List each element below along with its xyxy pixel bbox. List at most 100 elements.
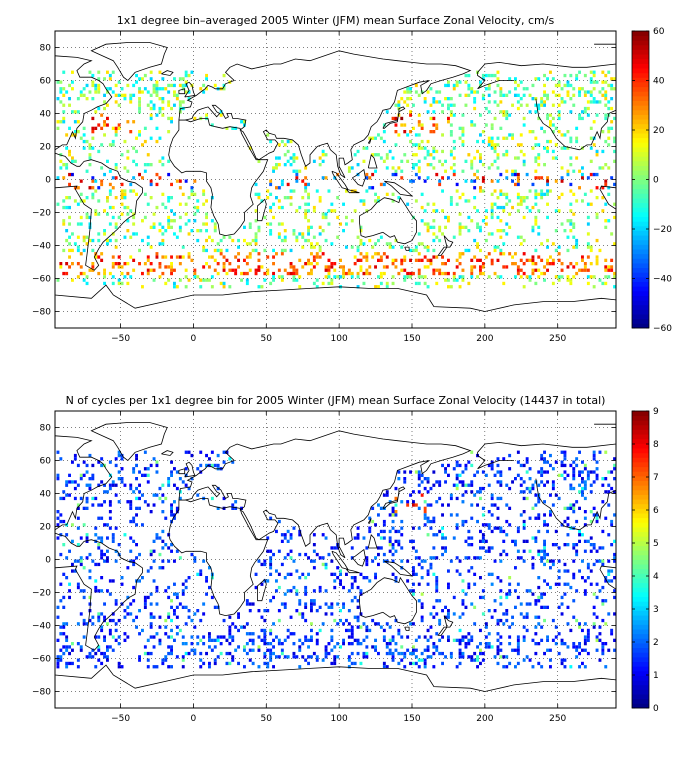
data-bin — [184, 222, 188, 226]
data-bin — [307, 229, 310, 233]
data-bin — [543, 513, 546, 517]
data-bin — [423, 635, 427, 639]
data-bin — [569, 73, 573, 78]
colorbar-swatch — [632, 160, 649, 166]
data-bin — [353, 262, 357, 266]
data-bin — [181, 655, 185, 659]
data-bin — [493, 149, 497, 154]
data-bin — [187, 609, 191, 613]
data-bin — [578, 87, 581, 91]
data-bin — [502, 110, 506, 114]
data-bin — [400, 123, 404, 127]
data-bin — [269, 229, 273, 233]
data-bin — [610, 268, 614, 272]
data-bin — [76, 186, 80, 190]
data-bin — [275, 635, 278, 639]
data-bin — [304, 658, 308, 662]
data-bin — [438, 271, 442, 276]
data-bin — [190, 229, 194, 233]
y-tick-label: 20 — [40, 523, 52, 533]
coastline — [178, 88, 186, 95]
data-bin — [333, 661, 337, 666]
data-bin — [537, 661, 541, 666]
data-bin — [490, 513, 494, 517]
data-bin — [155, 172, 159, 177]
data-bin — [549, 585, 552, 590]
data-bin — [467, 87, 471, 91]
data-bin — [228, 457, 232, 461]
data-bin — [452, 638, 456, 642]
data-bin — [455, 526, 459, 530]
data-bin — [272, 255, 275, 259]
data-bin — [286, 271, 290, 276]
data-bin — [167, 199, 171, 203]
data-bin — [502, 205, 506, 210]
data-bin — [557, 209, 561, 213]
data-bin — [228, 642, 232, 646]
data-bin — [481, 651, 485, 656]
data-bin — [100, 612, 104, 616]
data-bin — [243, 625, 246, 629]
data-bin — [473, 90, 477, 94]
data-bin — [254, 268, 258, 272]
data-bin — [117, 93, 121, 97]
data-bin — [216, 463, 220, 468]
data-bin — [601, 618, 605, 623]
data-bin — [62, 248, 66, 253]
data-bin — [537, 232, 541, 236]
data-bin — [208, 566, 211, 570]
data-bin — [473, 205, 477, 210]
data-bin — [350, 635, 354, 639]
data-bin — [149, 510, 153, 514]
data-bin — [292, 585, 296, 590]
data-bin — [412, 648, 415, 652]
data-bin — [429, 519, 433, 524]
data-bin — [435, 90, 439, 94]
data-bin — [138, 470, 141, 474]
x-tick-label: 250 — [549, 714, 566, 724]
data-bin — [496, 215, 500, 220]
data-bin — [481, 612, 485, 616]
data-bin — [336, 215, 340, 220]
data-bin — [91, 116, 95, 121]
data-bin — [417, 113, 421, 117]
data-bin — [289, 262, 293, 266]
data-bin — [447, 569, 450, 573]
data-bin — [560, 97, 564, 101]
data-bin — [543, 93, 546, 97]
data-bin — [508, 486, 512, 491]
data-bin — [572, 245, 576, 249]
data-bin — [216, 506, 220, 510]
coastline — [367, 153, 378, 169]
data-bin — [114, 549, 118, 553]
data-bin — [251, 632, 255, 636]
data-bin — [342, 268, 345, 272]
data-bin — [572, 192, 576, 196]
data-bin — [412, 490, 415, 494]
data-bin — [560, 133, 564, 137]
data-bin — [79, 536, 83, 540]
data-bin — [499, 642, 503, 646]
data-bin — [481, 536, 485, 540]
data-bin — [65, 556, 69, 560]
data-bin — [444, 467, 447, 471]
data-bin — [65, 133, 69, 137]
data-bin — [362, 576, 366, 580]
colorbar-swatch — [632, 698, 649, 704]
data-bin — [365, 172, 369, 177]
data-bin — [391, 172, 395, 177]
data-bin — [423, 245, 427, 249]
data-bin — [356, 605, 360, 609]
colorbar-swatch — [632, 638, 649, 644]
data-bin — [575, 519, 579, 524]
data-bin — [108, 271, 112, 276]
data-bin — [73, 480, 77, 484]
data-bin — [607, 569, 611, 573]
data-bin — [190, 552, 194, 557]
data-bin — [377, 252, 380, 256]
data-bin — [205, 579, 208, 583]
data-bin — [231, 638, 235, 642]
colorbar-swatch — [632, 267, 649, 273]
data-bin — [76, 506, 80, 510]
data-bin — [76, 222, 80, 226]
